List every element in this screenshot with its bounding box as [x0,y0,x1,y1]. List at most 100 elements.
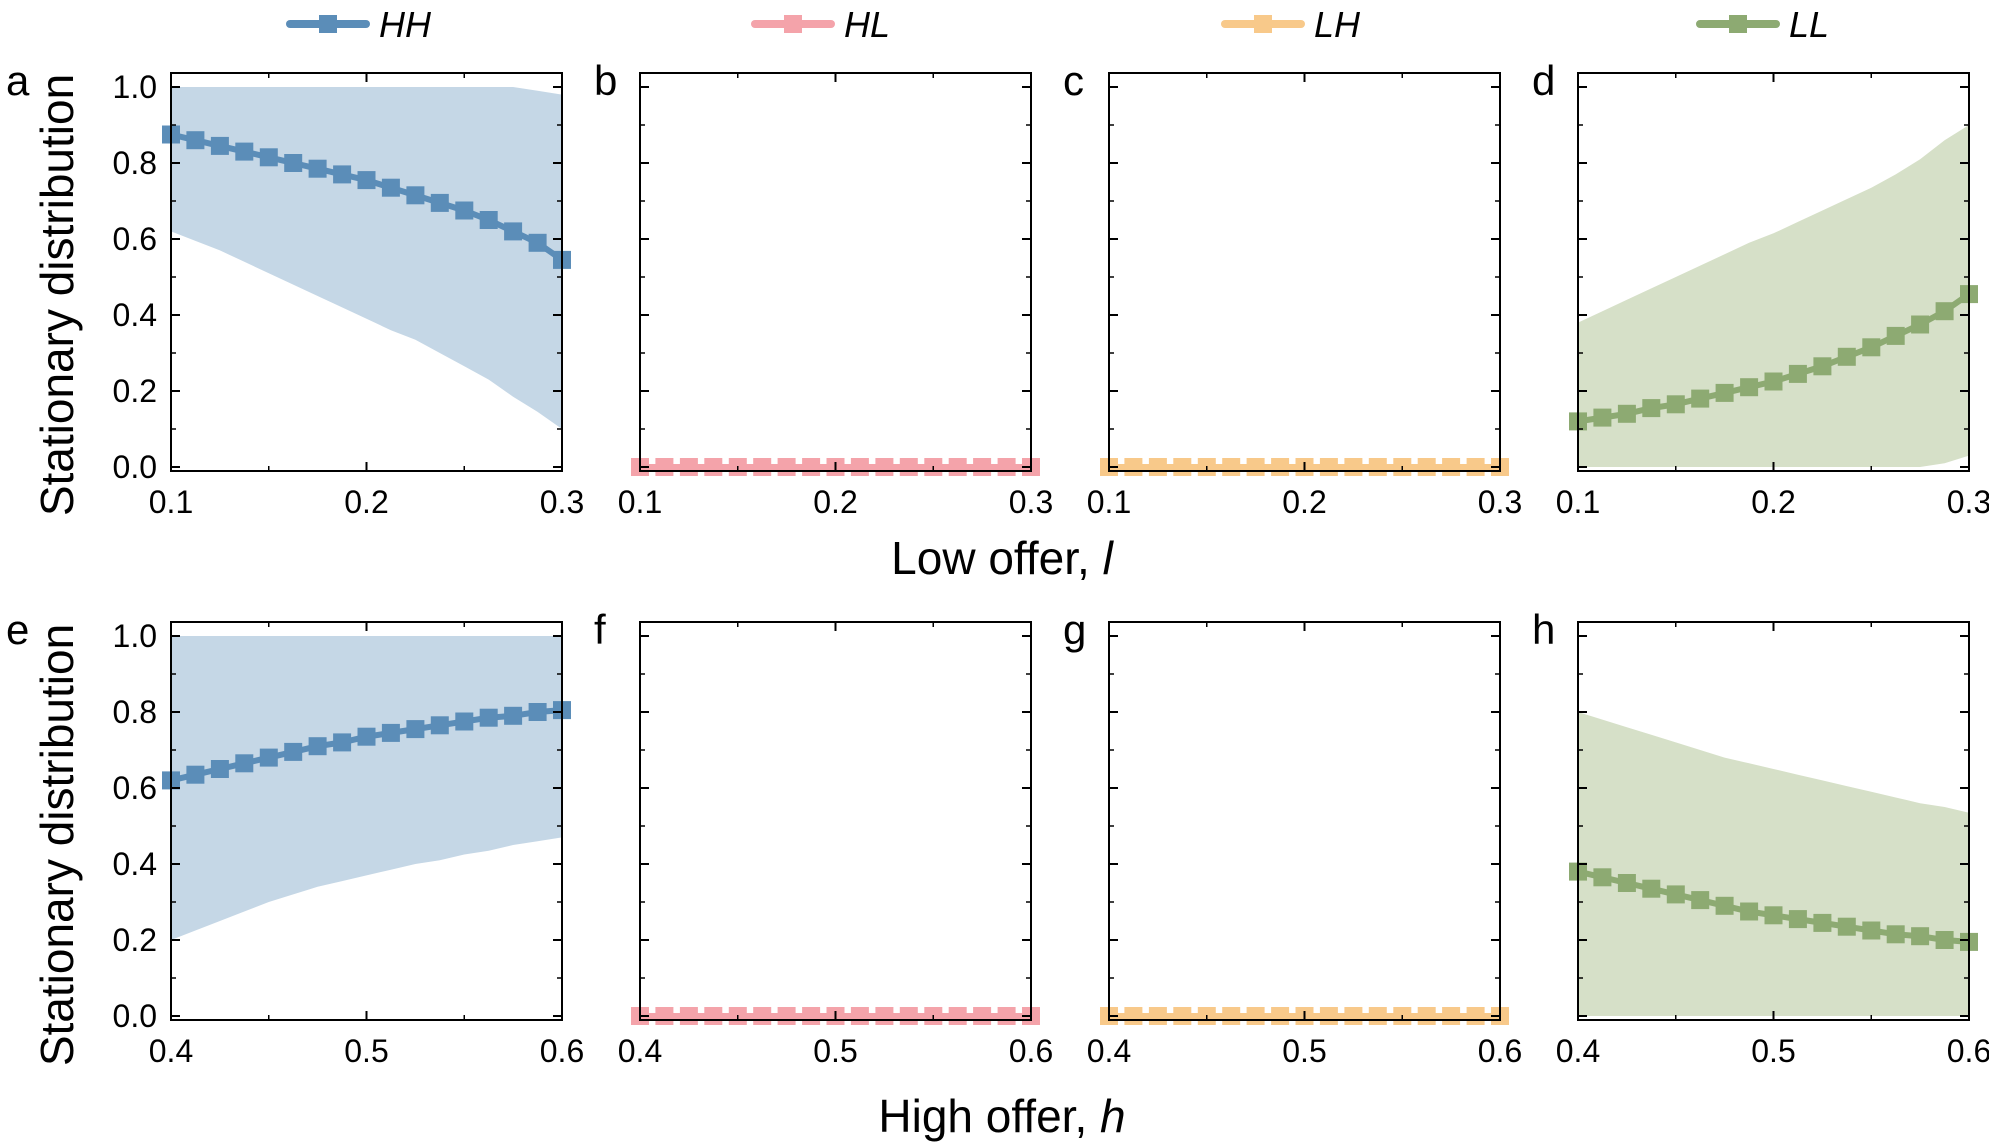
data-point [1666,395,1685,414]
data-point [528,233,547,252]
data-point [357,727,376,746]
data-point [1691,891,1710,910]
data-point [1642,879,1661,898]
data-point [333,733,352,752]
data-point [1368,1007,1387,1025]
y-tick-label: 0.2 [113,922,157,958]
legend-entry-hh: HH [286,4,432,45]
x-tick-label: 0.4 [149,1033,193,1069]
data-point [186,765,205,784]
data-point [1344,1007,1363,1025]
legend-marker [319,15,337,33]
confidence-band-ll [1578,712,1969,1016]
legend-marker [1729,15,1747,33]
data-point [1886,326,1905,345]
x-tick-label: 0.1 [149,484,193,520]
panel-label-b: b [594,57,617,104]
data-point [455,201,474,220]
data-point [1344,458,1363,476]
data-point [973,458,992,476]
data-point [1862,921,1881,940]
data-point [259,148,278,167]
data-point [308,159,327,178]
data-point [1442,1007,1461,1025]
data-point [259,748,278,767]
x-tick-label: 0.2 [344,484,388,520]
data-point [1417,458,1436,476]
data-point [284,742,303,761]
panel-label-d: d [1532,57,1555,104]
data-point [1319,1007,1338,1025]
y-tick-label: 0.0 [113,998,157,1034]
panel-label-a: a [6,57,30,104]
data-point [1886,925,1905,944]
legend-label: HL [844,4,890,45]
x-axis-title-high-offer: High offer, h [878,1090,1125,1142]
x-tick-label: 0.3 [1478,484,1522,520]
x-tick-label: 0.5 [813,1033,857,1069]
x-tick-label: 0.4 [618,1033,662,1069]
data-point [899,458,918,476]
data-point [1911,927,1930,946]
panel-label-c: c [1063,57,1084,104]
data-point [1246,1007,1265,1025]
data-point [333,165,352,184]
data-point [1466,1007,1485,1025]
x-tick-label: 0.3 [540,484,584,520]
data-point [679,1007,698,1025]
panel-e: 0.0 0.2 0.4 0.6 0.8 1.0 0.4 0.5 0.6 e [6,606,584,1069]
x-tick-label: 0.3 [1009,484,1053,520]
data-point [850,458,869,476]
legend-marker [784,15,802,33]
data-point [1764,372,1783,391]
panel-label-g: g [1063,606,1086,653]
panel-label-e: e [6,606,29,653]
y-tick-label: 0.6 [113,221,157,257]
data-point [1935,931,1954,949]
data-point [284,154,303,172]
panel-d: 0.1 0.2 0.3 d [1532,57,1989,520]
plot-frame [639,72,1032,472]
data-point [1764,906,1783,925]
y-tick-label: 0.8 [113,145,157,181]
data-point [1788,364,1807,383]
panel-b: 0.1 0.2 0.3 b [594,57,1053,520]
data-point [1368,458,1387,476]
x-tick-label: 0.5 [1751,1033,1795,1069]
data-point [1715,383,1734,402]
panel-h: 0.4 0.5 0.6 h [1532,606,1989,1069]
data-point [1837,917,1856,936]
panel-c: 0.1 0.2 0.3 c [1063,57,1522,520]
data-point [1173,1007,1192,1025]
legend-entry-lh: LH [1221,4,1361,45]
x-tick-label: 0.2 [813,484,857,520]
data-point [1173,458,1192,476]
confidence-band-ll [1578,125,1969,467]
data-point [1222,458,1241,476]
data-point [655,1007,674,1025]
x-tick-label: 0.1 [1556,484,1600,520]
x-tick-label: 0.4 [1556,1033,1600,1069]
data-point [1271,1007,1290,1025]
confidence-band-hh [171,87,562,429]
data-point [802,458,821,476]
legend-label: LH [1314,4,1361,45]
data-point [504,222,523,241]
legend-entry-ll: LL [1696,4,1829,45]
x-tick-label: 0.6 [1478,1033,1522,1069]
panel-a: 0.0 0.2 0.4 0.6 0.8 1.0 0.1 0.2 0.3 a [6,57,584,520]
data-point [1813,913,1832,932]
data-point [1593,408,1612,427]
data-point [1715,896,1734,915]
data-point [875,458,894,476]
data-point [528,703,547,721]
data-point [1617,404,1636,423]
x-tick-label: 0.6 [540,1033,584,1069]
legend: HH HL LH LL [286,4,1829,45]
x-tick-label: 0.2 [1751,484,1795,520]
data-point [1319,458,1338,476]
y-axis-title-top: Stationary distribution [31,74,83,516]
y-tick-label: 1.0 [113,618,157,654]
data-point [430,193,449,212]
